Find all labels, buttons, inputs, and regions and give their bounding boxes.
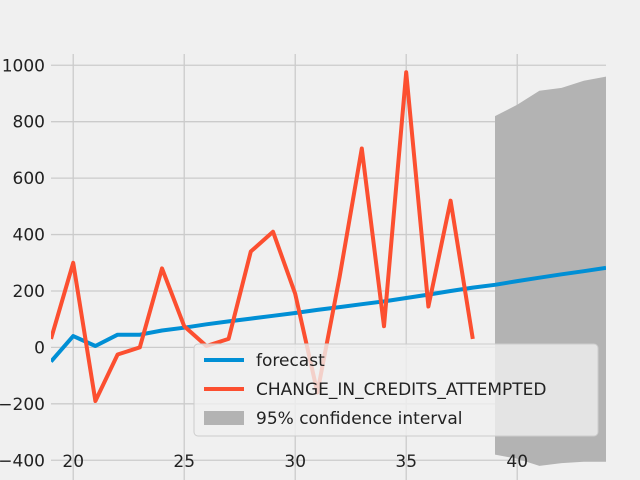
x-tick-label: 25 xyxy=(173,452,195,472)
change-in-credits-line xyxy=(51,70,475,403)
y-tick-label: −400 xyxy=(0,451,45,471)
legend-forecast-label: forecast xyxy=(256,351,325,371)
x-tick-label: 40 xyxy=(506,452,528,472)
y-tick-label: −200 xyxy=(0,395,45,415)
legend-confidence-interval-marker xyxy=(204,411,244,425)
tick-labels: 20 25 30 35 40 −400 −200 0 200 400 600 800 1000 xyxy=(0,56,528,472)
x-tick-label: 20 xyxy=(62,452,84,472)
x-tick-label: 35 xyxy=(395,452,417,472)
y-tick-label: 200 xyxy=(13,282,45,302)
y-tick-label: 400 xyxy=(13,226,45,246)
legend-box xyxy=(193,343,599,437)
x-tick-label: 30 xyxy=(284,452,306,472)
series-lines xyxy=(51,70,606,403)
y-tick-label: 600 xyxy=(13,169,45,189)
legend-change-in-credits-label: CHANGE_IN_CREDITS_ATTEMPTED xyxy=(256,380,547,400)
y-tick-label: 1000 xyxy=(2,56,45,76)
legend: forecast CHANGE_IN_CREDITS_ATTEMPTED 95% c… xyxy=(193,343,599,437)
legend-confidence-interval-label: 95% confidence interval xyxy=(256,409,462,429)
y-tick-label: 0 xyxy=(34,338,45,358)
y-tick-label: 800 xyxy=(13,113,45,133)
